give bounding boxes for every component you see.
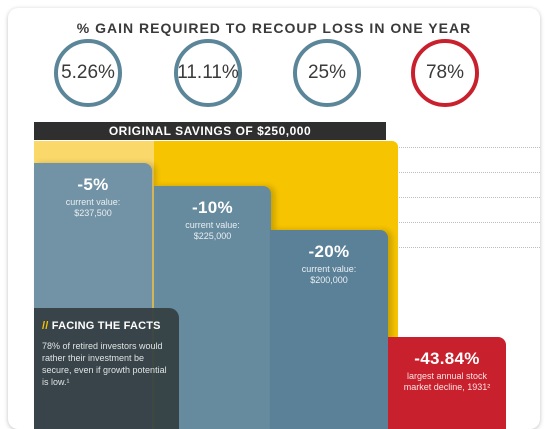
original-savings-banner: ORIGINAL SAVINGS OF $250,000 bbox=[34, 122, 386, 140]
bar-1-sublabel-1: current value: bbox=[65, 197, 121, 207]
gain-circle-1: 5.26% bbox=[54, 39, 122, 107]
facts-body: 78% of retired investors would rather th… bbox=[42, 341, 167, 387]
bar-4-label: -43.84% bbox=[414, 349, 480, 368]
bar-4: -43.84% largest annual stock market declin… bbox=[388, 337, 506, 429]
gridline-5 bbox=[388, 247, 540, 248]
bar-3-sublabel-2: $200,000 bbox=[310, 275, 348, 285]
bar-1-label: -5% bbox=[77, 175, 109, 194]
gain-circle-3: 25% bbox=[293, 39, 361, 107]
bar-3-sublabel-1: current value: bbox=[301, 264, 357, 274]
chart-title: % GAIN REQUIRED TO RECOUP LOSS IN ONE YE… bbox=[76, 20, 472, 36]
bar-3: -20% current value: $200,000 bbox=[270, 230, 388, 429]
bar-2-label: -10% bbox=[192, 198, 233, 217]
facts-heading-row: // FACING THE FACTS bbox=[42, 320, 173, 332]
bar-3-label: -20% bbox=[308, 242, 350, 261]
facts-heading-slashes: // bbox=[42, 320, 49, 332]
facing-the-facts-panel: // FACING THE FACTS 78% of retired inves… bbox=[34, 308, 179, 429]
gain-circle-2: 11.11% bbox=[174, 39, 242, 107]
bar-1-sublabel-2: $237,500 bbox=[74, 208, 112, 218]
infographic-card: % GAIN REQUIRED TO RECOUP LOSS IN ONE YE… bbox=[8, 8, 540, 429]
gridline-3 bbox=[388, 197, 540, 198]
bar-2-sublabel-2: $225,000 bbox=[193, 231, 232, 241]
gridline-4 bbox=[388, 222, 540, 223]
facts-heading: FACING THE FACTS bbox=[51, 320, 161, 332]
gridline-2 bbox=[388, 172, 540, 173]
bar-4-sublabel-1: largest annual stock bbox=[406, 371, 488, 381]
gridline-1 bbox=[388, 147, 540, 148]
gain-circle-4: 78% bbox=[411, 39, 479, 107]
bar-4-sublabel-2: market decline, 1931² bbox=[403, 382, 491, 392]
bar-2-sublabel-1: current value: bbox=[185, 220, 240, 230]
